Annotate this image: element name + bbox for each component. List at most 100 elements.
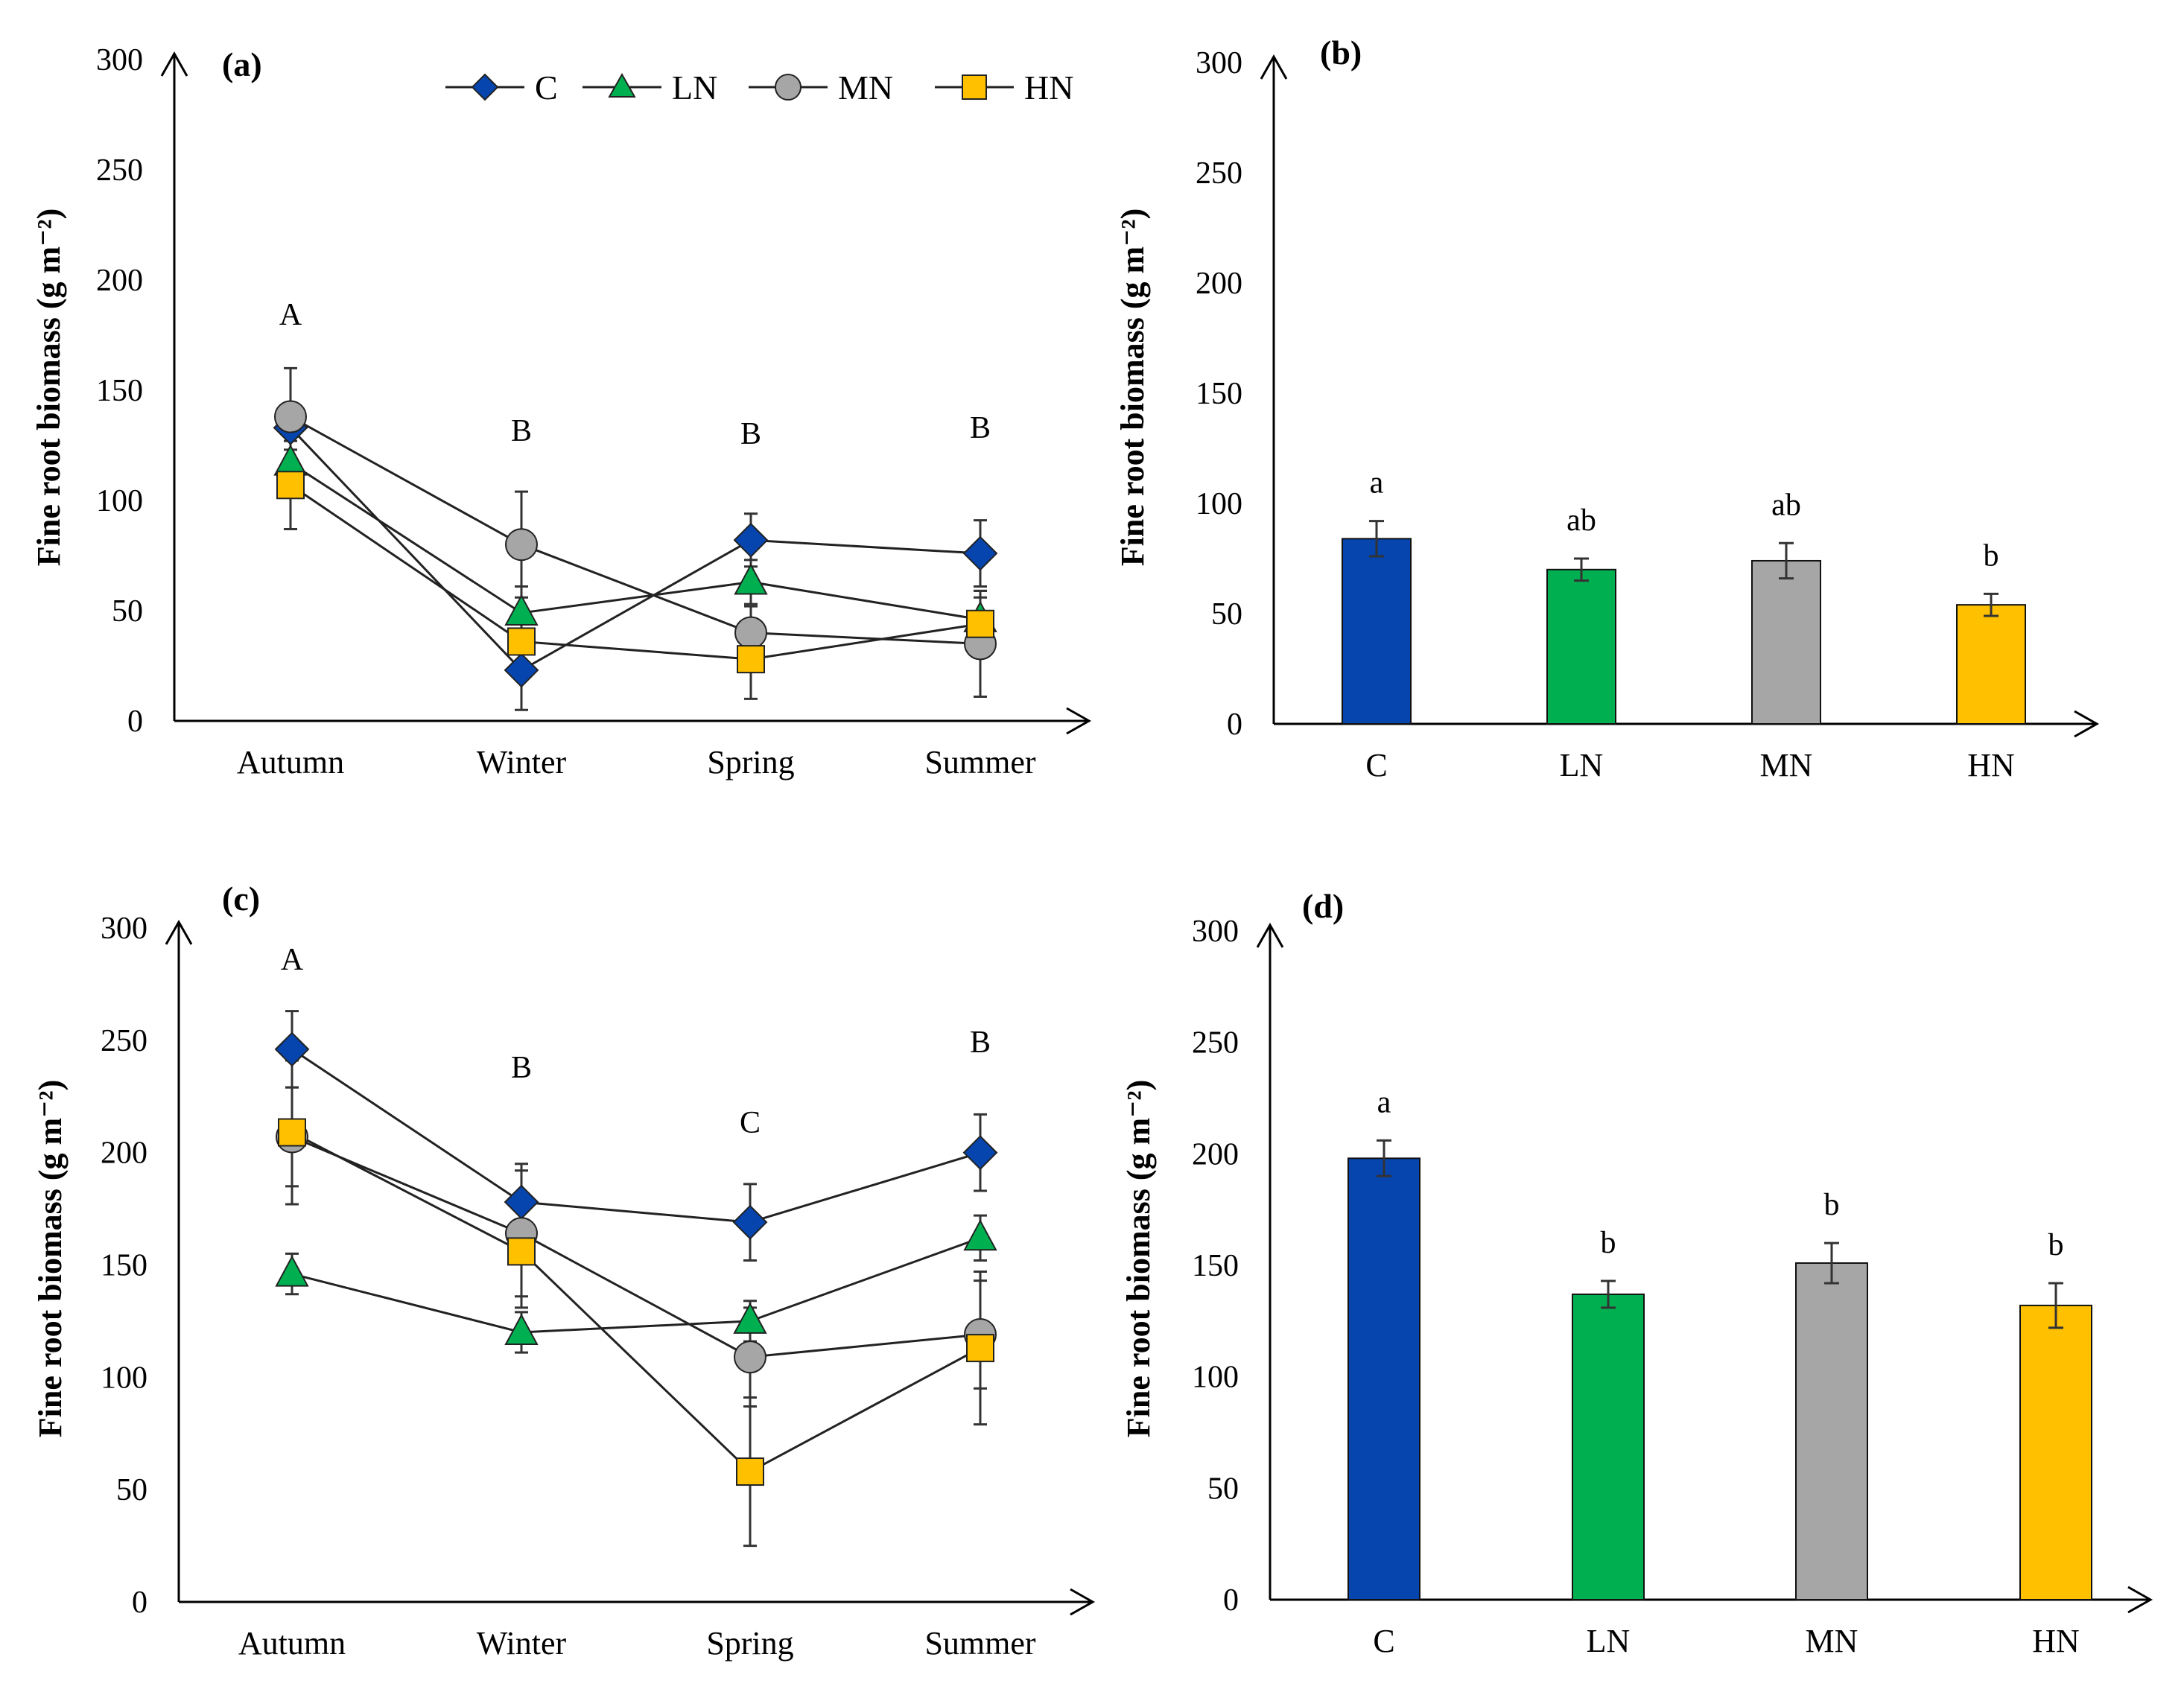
y-tick-label: 100	[1196, 487, 1242, 521]
y-tick-label: 0	[127, 705, 143, 739]
significance-letter: A	[281, 943, 304, 977]
x-axis-arrow	[1070, 1588, 1096, 1616]
x-tick-label: C	[1365, 747, 1387, 783]
legend-item-ln: LN	[582, 69, 717, 106]
y-tick-label: 50	[116, 1473, 147, 1507]
y-tick-label: 250	[1192, 1026, 1239, 1061]
x-tick-label: C	[1373, 1623, 1394, 1659]
data-point-mn	[505, 528, 538, 562]
legend-label-hn: HN	[1024, 69, 1073, 106]
series-line-ln	[291, 1236, 981, 1334]
y-tick-label: 200	[101, 1136, 147, 1171]
x-tick-label: Summer	[924, 1625, 1035, 1662]
x-axis-arrow	[2127, 1586, 2153, 1614]
y-tick-label: 300	[1196, 46, 1242, 80]
x-axis-arrow	[1066, 707, 1092, 735]
x-tick-label: HN	[2032, 1623, 2080, 1659]
panel-b-letters: a ab ab b	[1370, 466, 1999, 573]
bar-hn	[2019, 1304, 2092, 1600]
panel-c-marks	[165, 919, 1096, 1616]
data-point-hn	[278, 1118, 306, 1147]
significance-letter: b	[2048, 1228, 2064, 1262]
y-tick-label: 50	[1211, 597, 1242, 632]
legend-item-mn: MN	[749, 69, 893, 106]
panel-a-yticks: 0 50 100 150 200 250 300	[96, 43, 143, 739]
significance-letter: B	[511, 414, 532, 448]
significance-letter: b	[1824, 1188, 1840, 1222]
panel-d-ylabel: Fine root biomass (g m⁻²)	[1120, 1080, 1157, 1437]
y-tick-label: 300	[101, 912, 147, 946]
series-line-mn	[291, 1136, 981, 1358]
x-tick-label: Summer	[924, 744, 1035, 780]
x-tick-label: MN	[1806, 1623, 1858, 1659]
data-point-c	[733, 522, 769, 558]
legend-item-hn: HN	[935, 69, 1073, 106]
panel-c-categories: Autumn Winter Spring Summer	[238, 1625, 1036, 1662]
y-tick-label: 300	[1192, 915, 1239, 949]
y-tick-label: 100	[96, 484, 143, 518]
legend-label-ln: LN	[672, 69, 717, 106]
y-axis-arrow	[1256, 922, 1284, 948]
y-tick-label: 200	[1196, 267, 1242, 301]
x-axis-arrow	[2074, 710, 2100, 738]
significance-letter: ab	[1566, 503, 1596, 538]
y-tick-label: 250	[101, 1024, 147, 1058]
data-point-ln	[734, 563, 768, 595]
x-tick-label: LN	[1587, 1623, 1631, 1659]
series-line-ln	[290, 462, 981, 621]
panel-c-label: (c)	[222, 880, 260, 918]
significance-letter: b	[1984, 538, 1999, 573]
y-tick-label: 100	[1192, 1361, 1239, 1395]
x-tick-label: HN	[1967, 747, 2015, 783]
x-tick-label: MN	[1760, 747, 1813, 783]
legend-label-c: C	[535, 69, 558, 106]
bar-hn	[1956, 604, 2026, 725]
data-point-c	[504, 652, 539, 688]
y-tick-label: 300	[96, 43, 143, 77]
y-tick-label: 50	[1207, 1472, 1239, 1506]
data-point-ln	[963, 1219, 997, 1251]
panel-a: (a) Fine root biomass (g m⁻²) 0 50 100 150 2…	[31, 43, 1092, 780]
significance-letter: B	[970, 1026, 991, 1060]
panel-b-marks	[1260, 54, 2100, 738]
data-point-c	[962, 1135, 998, 1171]
x-tick-label: Spring	[707, 744, 794, 780]
series-line-mn	[290, 416, 981, 645]
panel-d-yticks: 0 50 100 150 200 250 300	[1192, 915, 1239, 1618]
panel-d-label: (d)	[1302, 887, 1344, 925]
y-tick-label: 150	[1192, 1249, 1239, 1283]
legend-circle-marker	[775, 74, 801, 101]
significance-letter: B	[740, 417, 761, 451]
panel-a-categories: Autumn Winter Spring Summer	[237, 744, 1036, 780]
significance-letter: b	[1601, 1226, 1616, 1260]
bar-ln	[1572, 1293, 1645, 1600]
y-tick-label: 0	[1223, 1583, 1239, 1618]
data-point-hn	[737, 645, 765, 674]
y-tick-label: 150	[101, 1249, 147, 1283]
panel-a-letters: A B B B	[279, 298, 991, 451]
legend-square-marker	[962, 74, 987, 100]
significance-letter: ab	[1771, 488, 1801, 522]
panel-b: (b) Fine root biomass (g m⁻²) 0 50 100 150 2…	[1114, 34, 2100, 783]
panel-d: (d) Fine root biomass (g m⁻²) 0 50 100 150 2…	[1120, 887, 2153, 1659]
y-tick-label: 100	[101, 1361, 147, 1395]
legend-triangle-marker	[608, 72, 636, 98]
data-point-hn	[507, 627, 536, 656]
panel-b-yticks: 0 50 100 150 200 250 300	[1196, 46, 1242, 742]
panel-d-letters: a b b b	[1377, 1085, 2064, 1262]
panel-d-categories: C LN MN HN	[1373, 1623, 2079, 1659]
y-tick-label: 50	[112, 594, 143, 629]
series-line-c	[291, 1048, 981, 1224]
y-axis-arrow	[165, 919, 193, 945]
panel-c-letters: A B C B	[281, 943, 991, 1140]
significance-letter: a	[1377, 1085, 1391, 1119]
series-line-c	[289, 427, 981, 672]
panel-a-ylabel: Fine root biomass (g m⁻²)	[31, 209, 67, 566]
series-line-hn	[290, 484, 981, 661]
legend-diamond-marker	[471, 73, 499, 101]
y-tick-label: 150	[96, 374, 143, 408]
data-point-c	[962, 535, 998, 571]
y-tick-label: 0	[132, 1586, 147, 1620]
panel-b-label: (b)	[1320, 34, 1362, 71]
